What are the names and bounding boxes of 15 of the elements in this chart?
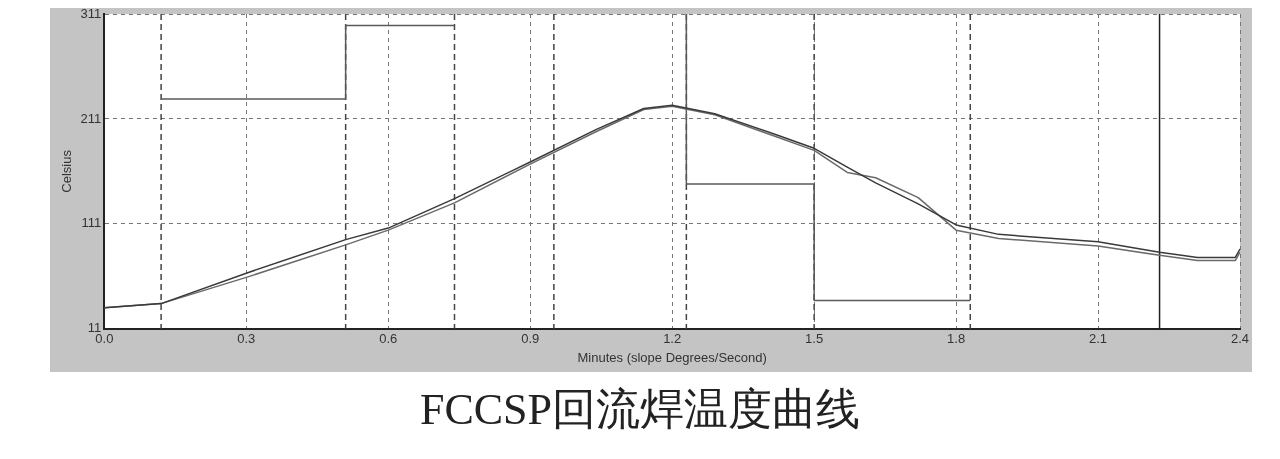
x-axis-title: Minutes (slope Degrees/Second) [577,349,767,365]
x-tick-label: 1.2 [663,331,682,347]
y-tick-label: 311 [80,5,102,21]
x-tick-label: 2.1 [1089,331,1108,347]
y-axis-title: Celsius [59,149,75,193]
x-tick-label: 1.8 [947,331,966,347]
x-tick-label: 0.6 [379,331,398,347]
x-tick-label: 0.3 [237,331,256,347]
x-tick-label: 2.4 [1230,331,1250,347]
x-tick-label: 1.5 [805,331,824,347]
text: FCCSP回流焊温度曲线 [418,384,862,436]
x-tick-label: 0.0 [95,331,114,347]
y-tick-label: 111 [81,215,102,231]
y-tick-label: 211 [80,110,102,126]
x-tick-label: 0.9 [521,331,540,347]
